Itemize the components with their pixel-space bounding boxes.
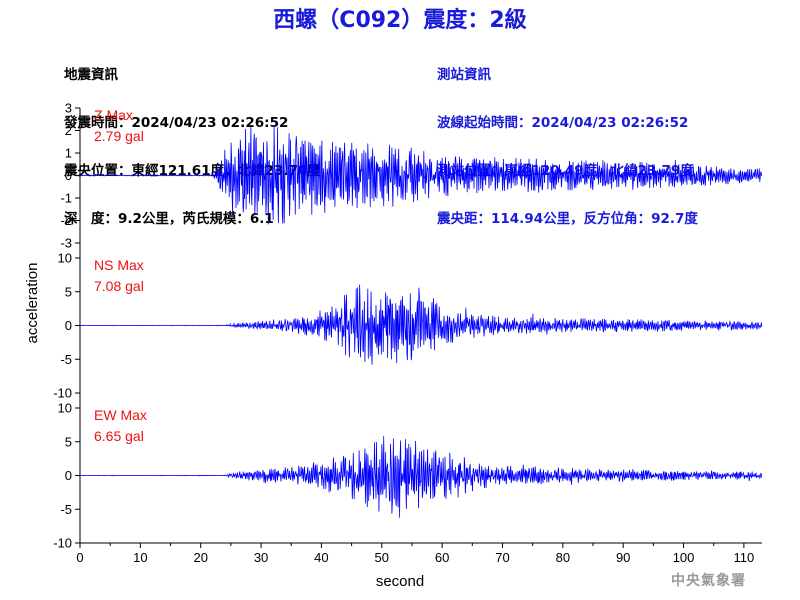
y-tick-label: -10 (53, 386, 72, 401)
station-info-block: 測站資訊 波線起始時間：2024/04/23 02:26:52 測站位置：東經1… (437, 35, 698, 243)
peak-label-ew: EW Max (94, 407, 147, 423)
peak-value-z: 2.79 gal (94, 128, 144, 144)
y-tick-label: -10 (53, 536, 72, 551)
x-axis-title: second (376, 573, 424, 590)
x-tick-label: 80 (556, 550, 570, 565)
y-tick-label: -5 (60, 352, 72, 367)
y-tick-label: 3 (65, 101, 72, 116)
waveform-ns (79, 284, 763, 365)
x-tick-label: 90 (616, 550, 630, 565)
depth-magnitude: 深 度：9.2公里，芮氏規模：6.1 (64, 211, 274, 227)
y-tick-label: 10 (58, 401, 72, 416)
y-tick-label: 0 (65, 168, 72, 183)
peak-value-ew: 6.65 gal (94, 428, 144, 444)
y-tick-label: -3 (60, 236, 72, 251)
y-tick-label: -1 (60, 191, 72, 206)
peak-label-ns: NS Max (94, 257, 144, 273)
waveform-z (79, 125, 763, 225)
station-info-heading: 測站資訊 (437, 67, 491, 83)
x-tick-label: 20 (193, 550, 207, 565)
x-tick-label: 0 (76, 550, 83, 565)
x-tick-label: 30 (254, 550, 268, 565)
y-axis-title: acceleration (24, 263, 41, 344)
y-tick-label: 0 (65, 468, 72, 483)
waveform-ew (79, 436, 763, 518)
quake-info-heading: 地震資訊 (64, 67, 118, 83)
y-tick-label: 0 (65, 318, 72, 333)
y-tick-label: 5 (65, 284, 72, 299)
agency-credit: 中央氣象署 (671, 573, 746, 589)
x-tick-label: 40 (314, 550, 328, 565)
peak-value-ns: 7.08 gal (94, 278, 144, 294)
x-tick-label: 100 (673, 550, 695, 565)
x-tick-label: 10 (133, 550, 147, 565)
distance-azimuth: 震央距：114.94公里，反方位角：92.7度 (437, 211, 698, 227)
y-tick-label: 2 (65, 123, 72, 138)
chart-title: 西螺（C092）震度：2級 (273, 8, 527, 33)
x-tick-label: 50 (375, 550, 389, 565)
x-tick-label: 60 (435, 550, 449, 565)
y-tick-label: 10 (58, 251, 72, 266)
y-tick-label: -2 (60, 213, 72, 228)
wave-start-time: 波線起始時間：2024/04/23 02:26:52 (437, 115, 689, 131)
x-tick-label: 110 (734, 550, 755, 565)
y-tick-label: 1 (65, 146, 72, 161)
y-tick-label: 5 (65, 434, 72, 449)
peak-label-z: Z Max (94, 107, 133, 123)
y-tick-label: -5 (60, 502, 72, 517)
origin-time: 發震時間：2024/04/23 02:26:52 (64, 115, 289, 131)
x-tick-label: 70 (495, 550, 509, 565)
